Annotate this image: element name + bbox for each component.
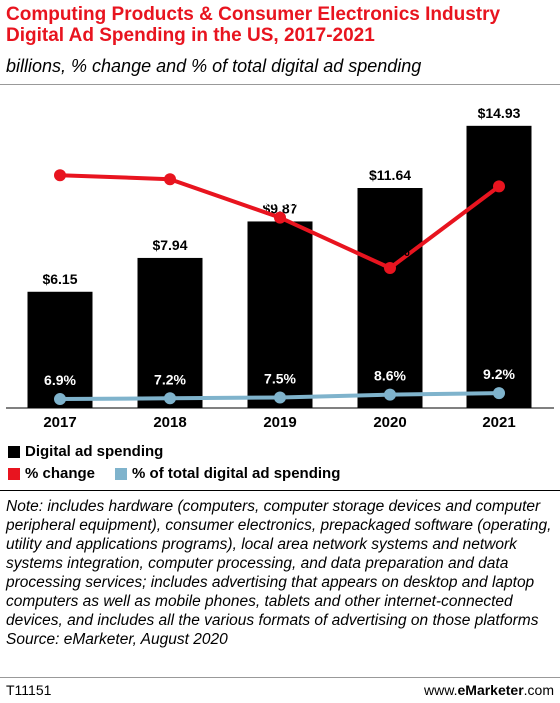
legend-row-2: % change % of total digital ad spending [8, 465, 340, 482]
top-divider [0, 84, 560, 85]
bar-value-label: $14.93 [478, 105, 521, 121]
brand-link[interactable]: www.eMarketer.com [424, 682, 554, 698]
bar-value-label: $7.94 [152, 237, 187, 253]
chart-id: T11151 [6, 682, 52, 698]
bar [466, 125, 532, 408]
source-text: Source: eMarketer, August 2020 [6, 631, 228, 648]
change-point [164, 173, 176, 186]
change-value-label: 29.1% [150, 154, 190, 170]
bar [247, 221, 313, 408]
share-value-label: 7.5% [264, 371, 296, 387]
x-tick-label: 2017 [43, 414, 76, 431]
bar [357, 188, 423, 408]
change-point [274, 211, 286, 224]
footer-divider [0, 677, 560, 678]
brand-suffix: .com [523, 682, 554, 698]
legend-spending-swatch [8, 445, 20, 458]
bar [137, 257, 203, 408]
legend-spending-label: Digital ad spending [25, 443, 164, 460]
share-value-label: 8.6% [374, 368, 406, 384]
x-tick-label: 2019 [263, 414, 296, 431]
share-value-label: 6.9% [44, 372, 76, 388]
change-point [493, 180, 505, 193]
share-point [493, 387, 505, 400]
bar-value-label: $11.64 [369, 167, 411, 183]
chart-subtitle: billions, % change and % of total digita… [6, 56, 422, 76]
change-value-label: 18.0% [370, 243, 410, 259]
change-value-label: 29.6% [40, 150, 80, 166]
share-point [54, 393, 66, 406]
share-point [164, 392, 176, 405]
x-tick-label: 2018 [153, 414, 186, 431]
legend-change-swatch [8, 467, 20, 480]
note-divider [0, 490, 560, 491]
bar [27, 291, 93, 408]
legend-change-label: % change [25, 465, 96, 482]
change-value-label: 24.3% [260, 193, 300, 209]
brand-prefix: www. [424, 682, 458, 698]
change-value-label: 28.2% [479, 161, 519, 177]
share-point [274, 391, 286, 404]
note-text: Note: includes hardware (computers, comp… [6, 498, 552, 629]
legend-spending: Digital ad spending [8, 443, 163, 460]
legend-share-swatch [115, 467, 128, 480]
note-block: Note: includes hardware (computers, comp… [6, 497, 556, 649]
brand-name: eMarketer [457, 682, 524, 698]
x-tick-label: 2021 [482, 414, 515, 431]
chart-title: Computing Products & Consumer Electronic… [6, 4, 501, 46]
share-value-label: 7.2% [154, 371, 186, 387]
change-point [384, 262, 396, 274]
bar-value-label: $6.15 [42, 271, 77, 287]
change-point [54, 169, 66, 182]
share-value-label: 9.2% [483, 366, 515, 382]
legend-share-label: % of total digital ad spending [132, 465, 341, 482]
share-point [384, 388, 396, 401]
x-tick-label: 2020 [373, 414, 406, 431]
